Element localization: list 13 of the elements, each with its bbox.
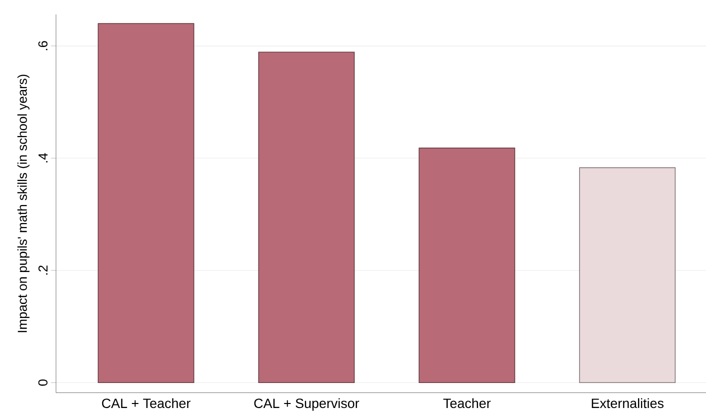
y-tick-label: .4: [38, 153, 48, 162]
bar: [98, 23, 194, 383]
y-axis-title: Impact on pupils' math skills (in school years): [17, 74, 30, 332]
bar: [418, 148, 516, 383]
x-tick-label: CAL + Supervisor: [254, 398, 360, 411]
y-tick-label: 0: [38, 379, 48, 386]
x-tick-label: Teacher: [443, 398, 491, 408]
bar: [579, 167, 676, 383]
y-tick-label: .6: [38, 41, 48, 50]
x-tick-label: CAL + Teacher: [102, 398, 190, 408]
x-tick-label: Externalities: [592, 398, 664, 408]
bar: [258, 52, 355, 383]
y-tick-label: .2: [38, 266, 48, 275]
